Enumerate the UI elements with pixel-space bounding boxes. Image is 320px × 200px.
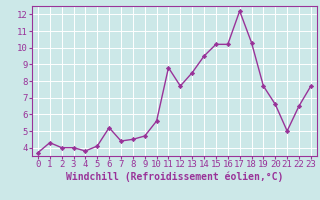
X-axis label: Windchill (Refroidissement éolien,°C): Windchill (Refroidissement éolien,°C) (66, 172, 283, 182)
